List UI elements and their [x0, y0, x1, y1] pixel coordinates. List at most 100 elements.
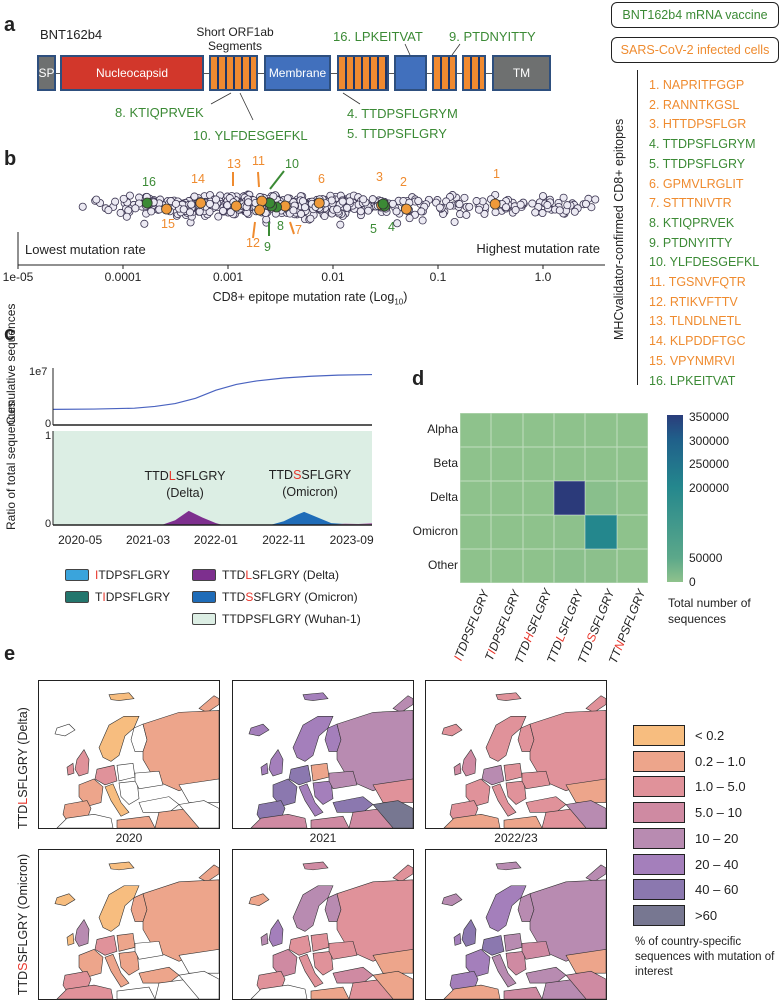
country-balkans — [312, 780, 334, 805]
europe-map — [232, 680, 414, 829]
epitope-list-item: 14. KLPDDFTGC — [649, 334, 746, 349]
map-row-label: TTDSSFLGRY (Omicron) — [16, 849, 30, 1000]
highlighted-epitope-point — [313, 197, 325, 209]
map-legend-label: < 0.2 — [695, 728, 725, 743]
heatmap-cell — [585, 413, 617, 447]
highlighted-epitope-point — [256, 195, 268, 207]
epitope-point — [297, 209, 306, 218]
callout-epitope-8: 8. KTIQPRVEK — [115, 105, 204, 120]
epitope-point — [559, 193, 568, 202]
epitope-list-item: 8. KTIQPRVEK — [649, 215, 735, 230]
heatmap-cell — [616, 515, 648, 549]
country-iran — [372, 800, 414, 829]
country-norway_sweden — [292, 885, 334, 932]
heatmap-cell — [554, 549, 586, 583]
epitope-point — [570, 207, 579, 216]
country-balkans — [312, 950, 334, 976]
heatmap-cell — [460, 413, 492, 447]
heatmap-cell — [554, 481, 586, 515]
country-novaya — [585, 695, 607, 713]
x-axis-title-end: ) — [403, 290, 408, 304]
epitope-point — [195, 207, 204, 216]
segment-orf1ab-1 — [209, 55, 258, 91]
segment-orf1ab-4 — [462, 55, 486, 91]
country-balkans — [118, 780, 140, 805]
epitope-point — [244, 198, 253, 207]
country-libya_egypt — [503, 986, 543, 1000]
heatmap-cell — [585, 515, 617, 549]
heatmap-cell — [460, 481, 492, 515]
country-libya_egypt — [116, 986, 156, 1000]
country-n_africa — [443, 813, 501, 829]
epitope-label-line — [252, 221, 256, 239]
map-row-label: TTDLSFLGRY (Delta) — [16, 707, 30, 829]
country-ireland — [453, 932, 462, 946]
epitope-point — [190, 192, 199, 201]
europe-map — [38, 680, 220, 829]
heatmap-cell — [554, 515, 586, 549]
country-italy — [491, 783, 517, 817]
epitope-point — [491, 208, 500, 217]
heatmap-cell — [522, 481, 554, 515]
segment-sp: SP — [37, 55, 56, 91]
country-libya_egypt — [310, 815, 350, 829]
epitope-point — [388, 199, 397, 208]
x-tick-label: 0.01 — [321, 270, 345, 284]
epitope-label-line — [257, 171, 260, 188]
map-legend-item: 1.0 – 5.0 — [633, 776, 746, 798]
map-legend-label: 40 – 60 — [695, 882, 739, 898]
country-uk — [74, 918, 90, 947]
mutation-rate-scatter — [17, 170, 605, 269]
epitope-point — [92, 195, 101, 204]
epitope-point — [187, 200, 196, 209]
map-legend-item: 20 – 40 — [633, 853, 738, 875]
country-iran — [565, 970, 607, 1000]
epitope-point — [414, 196, 423, 205]
map-legend-label: >60 — [695, 907, 718, 923]
country-iran — [372, 970, 414, 1000]
epitope-label-line — [289, 221, 295, 235]
seq-pre: TTD — [222, 568, 246, 582]
panel-label-b: b — [4, 148, 17, 170]
country-turkey — [525, 966, 567, 984]
epitope-point — [104, 206, 113, 215]
country-italy — [298, 783, 324, 817]
epitope-list-item: 1. NAPRITFGGP — [649, 78, 745, 92]
country-n_africa — [443, 984, 501, 1000]
map-legend-swatch — [633, 750, 685, 772]
delta-annotation-seq: TTDLSFLGRY — [140, 468, 230, 485]
epitope-list-divider — [637, 70, 638, 385]
panel-label-d: d — [412, 368, 425, 390]
heatmap-cell — [616, 549, 648, 583]
heatmap-cell — [616, 413, 648, 447]
seq-mutation: S — [293, 468, 302, 482]
epitope-point — [460, 193, 469, 202]
country-germany — [481, 935, 505, 956]
segment-orf1ab-3 — [432, 55, 457, 91]
country-kazakhstan — [372, 948, 414, 974]
epitope-point — [343, 203, 352, 212]
country-poland — [503, 762, 523, 782]
map-legend-swatch — [633, 802, 685, 824]
seq-pre: TTD — [222, 590, 246, 604]
country-ireland — [260, 762, 269, 776]
seq-mut: I — [95, 568, 99, 582]
seq-post: PSFLGRY — [614, 587, 649, 644]
heatmap-row-label: Alpha — [427, 422, 458, 436]
epitope-point — [214, 212, 223, 221]
epitope-point — [393, 219, 402, 228]
delta-annotation-variant: (Delta) — [166, 486, 204, 500]
legend-swatch — [192, 569, 216, 581]
country-russia — [142, 879, 220, 962]
heatmap-cell — [585, 481, 617, 515]
heatmap-row-label: Other — [427, 558, 458, 572]
callout-lines — [210, 43, 461, 121]
highlighted-epitope-point — [195, 197, 207, 209]
country-ireland — [66, 932, 75, 946]
epitope-point — [306, 214, 315, 223]
map-legend-title: % of country-specific sequences with mut… — [635, 936, 775, 978]
country-balkans — [118, 950, 140, 976]
epitope-number-label: 13 — [227, 157, 241, 171]
colorbar-tick-label: 250000 — [689, 457, 730, 472]
x-tick-label: 2022-11 — [262, 533, 306, 547]
